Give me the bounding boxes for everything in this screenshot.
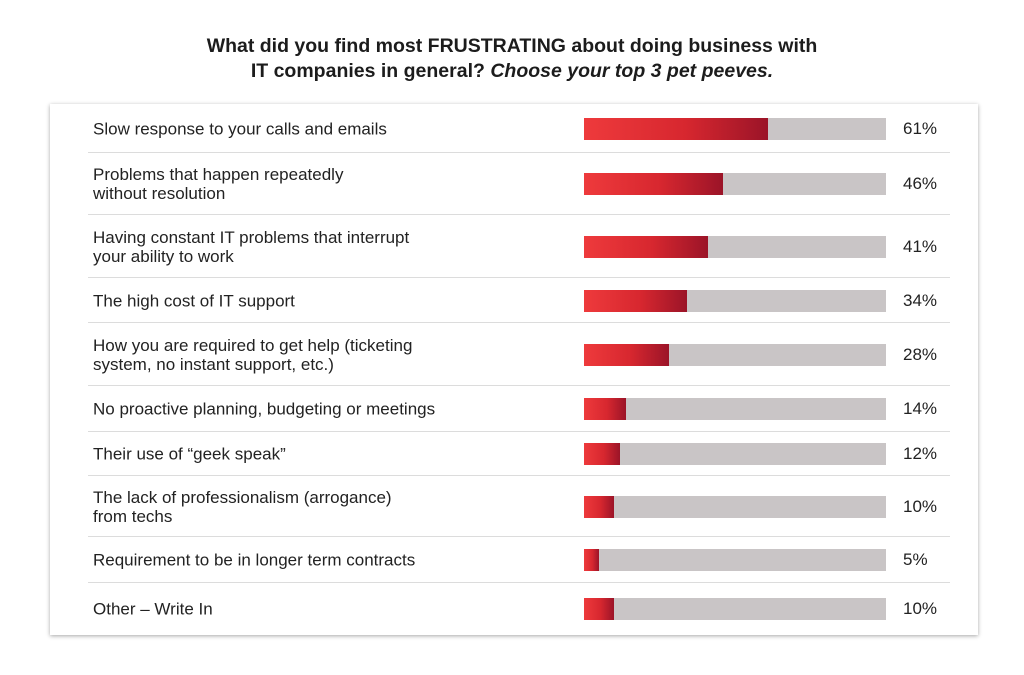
category-label-line: Problems that happen repeatedly — [93, 165, 344, 184]
bar-track — [584, 343, 886, 366]
value-label: 5% — [903, 550, 928, 569]
category-label: Their use of “geek speak” — [93, 445, 533, 464]
category-label-line: system, no instant support, etc.) — [93, 354, 334, 374]
bar — [584, 235, 708, 258]
category-label: Slow response to your calls and emails — [93, 119, 533, 138]
bar — [584, 549, 600, 571]
bar-row: No proactive planning, budgeting or meet… — [88, 386, 950, 432]
category-label: Having constant IT problems that interru… — [93, 228, 533, 266]
value-label: 61% — [903, 118, 938, 138]
title-text: IT companies in general? — [250, 60, 491, 82]
value-label: 46% — [903, 174, 938, 193]
bar-row: Other – Write In 10% — [88, 583, 950, 634]
value-label: 41% — [903, 236, 938, 256]
category-label-line: The lack of professionalism (arrogance) — [93, 487, 392, 507]
category-label-line: No proactive planning, budgeting or meet… — [93, 399, 436, 419]
chart-card: Slow response to your calls and emails 61… — [50, 104, 978, 635]
category-label: Requirement to be in longer term contrac… — [93, 551, 533, 570]
bar — [584, 117, 769, 140]
bar — [584, 495, 615, 518]
bar-track — [584, 495, 886, 518]
bar-track — [584, 235, 886, 258]
bar-row: Problems that happen repeatedly without r… — [88, 153, 950, 215]
bar-track — [584, 549, 886, 571]
bar — [584, 443, 621, 465]
category-label: Other – Write In — [93, 600, 533, 619]
category-label-line: from techs — [93, 506, 173, 526]
bar-track — [584, 598, 886, 620]
category-label: The high cost of IT support — [93, 291, 533, 310]
bar-track — [584, 289, 886, 312]
category-label-line: Requirement to be in longer term contrac… — [93, 550, 416, 570]
category-label-line: How you are required to get help (ticket… — [93, 335, 413, 355]
bar-row: The high cost of IT support 34% — [88, 278, 950, 323]
category-label-line: The high cost of IT support — [93, 291, 295, 310]
category-label: The lack of professionalism (arrogance) f… — [93, 488, 533, 526]
category-label-line: without resolution — [93, 184, 226, 203]
bar-row: Requirement to be in longer term contrac… — [88, 537, 950, 583]
category-label: No proactive planning, budgeting or meet… — [93, 400, 533, 419]
category-label: Problems that happen repeatedly without r… — [93, 165, 533, 203]
category-label-line: Slow response to your calls and emails — [93, 119, 387, 138]
title-text: about doing business with — [565, 35, 818, 57]
value-label: 10% — [903, 599, 938, 618]
category-label-line: Having constant IT problems that interru… — [93, 227, 410, 247]
category-label-line: Other – Write In — [93, 599, 213, 619]
bar-track — [584, 443, 886, 465]
bar-track — [584, 173, 886, 195]
title-emphasis: FRUSTRATING — [427, 35, 566, 57]
bar-row: The lack of professionalism (arrogance) f… — [88, 476, 950, 537]
bar-row: How you are required to get help (ticket… — [88, 323, 950, 386]
category-label-line: your ability to work — [93, 246, 234, 266]
title-italic: Choose your top 3 pet peeves. — [490, 60, 774, 82]
value-label: 10% — [903, 496, 938, 516]
chart-title: What did you find most FRUSTRATING about… — [0, 34, 1024, 84]
bar — [584, 343, 669, 366]
bar-row: Their use of “geek speak” 12% — [88, 432, 950, 476]
bar — [584, 289, 687, 312]
bar-row: Slow response to your calls and emails 61… — [88, 104, 950, 153]
category-label: How you are required to get help (ticket… — [93, 336, 533, 374]
bar-track — [584, 117, 886, 140]
bar — [584, 173, 723, 195]
bar-track — [584, 398, 886, 420]
category-label-line: Their use of “geek speak” — [93, 444, 286, 464]
value-label: 12% — [903, 444, 938, 463]
bar — [584, 598, 615, 620]
value-label: 28% — [903, 344, 938, 364]
value-label: 14% — [903, 399, 938, 418]
bar — [584, 398, 627, 420]
title-text: What did you find most — [206, 35, 428, 57]
value-label: 34% — [903, 290, 938, 310]
bar-row: Having constant IT problems that interru… — [88, 215, 950, 278]
chart-title-line-1: What did you find most FRUSTRATING about… — [0, 34, 1024, 59]
chart-title-line-2: IT companies in general? Choose your top… — [0, 59, 1024, 84]
